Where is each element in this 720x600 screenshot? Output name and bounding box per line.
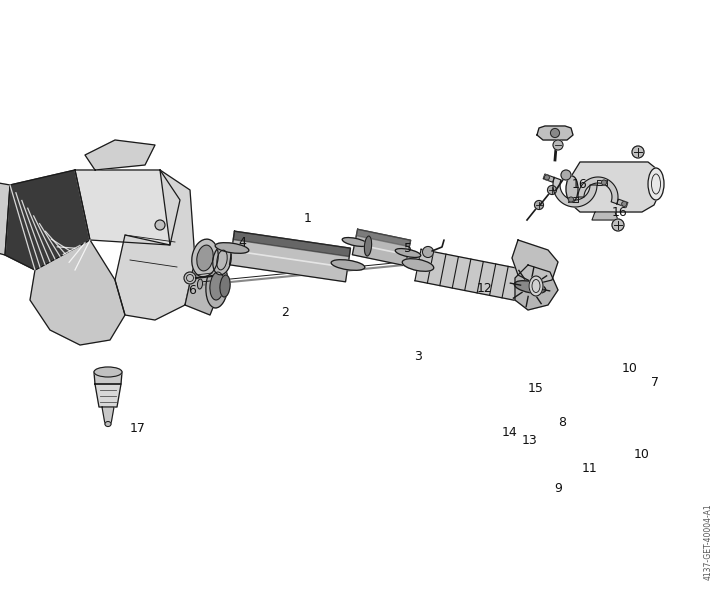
Ellipse shape xyxy=(197,279,202,289)
Circle shape xyxy=(632,146,644,158)
Polygon shape xyxy=(30,240,125,345)
Ellipse shape xyxy=(105,421,111,427)
Circle shape xyxy=(155,220,165,230)
Polygon shape xyxy=(415,250,533,302)
Ellipse shape xyxy=(364,236,372,256)
Text: 7: 7 xyxy=(651,376,659,389)
Text: 12: 12 xyxy=(477,281,493,295)
Polygon shape xyxy=(185,260,220,315)
Polygon shape xyxy=(617,199,628,207)
Circle shape xyxy=(184,272,196,284)
Text: 1: 1 xyxy=(304,211,312,224)
Polygon shape xyxy=(0,182,10,255)
Ellipse shape xyxy=(197,245,213,271)
Text: 11: 11 xyxy=(582,461,598,475)
Polygon shape xyxy=(352,229,410,266)
Polygon shape xyxy=(597,180,607,185)
Circle shape xyxy=(534,200,544,209)
Text: 16: 16 xyxy=(612,205,628,218)
Polygon shape xyxy=(537,126,573,140)
Circle shape xyxy=(561,170,571,180)
Ellipse shape xyxy=(192,239,218,277)
Ellipse shape xyxy=(210,272,224,300)
Polygon shape xyxy=(102,407,114,424)
Text: 4137-GET-40004-A1: 4137-GET-40004-A1 xyxy=(704,503,713,580)
Text: 14: 14 xyxy=(502,425,518,439)
Polygon shape xyxy=(95,384,121,407)
Ellipse shape xyxy=(94,367,122,377)
Text: 10: 10 xyxy=(634,449,650,461)
Text: 5: 5 xyxy=(404,241,412,254)
Ellipse shape xyxy=(566,176,578,202)
Text: 8: 8 xyxy=(558,415,566,428)
Ellipse shape xyxy=(648,168,664,200)
Polygon shape xyxy=(5,170,90,270)
Circle shape xyxy=(551,128,559,137)
Circle shape xyxy=(547,185,557,194)
Circle shape xyxy=(622,202,626,206)
Polygon shape xyxy=(592,212,618,220)
Polygon shape xyxy=(568,197,578,202)
Text: 6: 6 xyxy=(188,283,196,296)
Circle shape xyxy=(601,180,606,185)
Polygon shape xyxy=(230,231,351,282)
Text: 16: 16 xyxy=(572,179,588,191)
Circle shape xyxy=(544,175,549,180)
Ellipse shape xyxy=(220,275,230,297)
Circle shape xyxy=(612,219,624,231)
Polygon shape xyxy=(75,170,180,245)
Ellipse shape xyxy=(331,260,365,271)
Polygon shape xyxy=(85,140,155,170)
Polygon shape xyxy=(115,170,195,320)
Text: 15: 15 xyxy=(528,382,544,395)
Text: 13: 13 xyxy=(522,433,538,446)
Polygon shape xyxy=(356,229,410,247)
Polygon shape xyxy=(512,240,558,284)
Text: 2: 2 xyxy=(281,305,289,319)
Ellipse shape xyxy=(215,242,249,253)
Polygon shape xyxy=(233,231,351,257)
Circle shape xyxy=(423,247,433,257)
Polygon shape xyxy=(543,174,554,182)
Ellipse shape xyxy=(206,264,228,308)
Polygon shape xyxy=(94,372,122,384)
Polygon shape xyxy=(553,178,597,207)
Ellipse shape xyxy=(514,281,546,293)
Polygon shape xyxy=(572,162,660,212)
Ellipse shape xyxy=(395,248,420,257)
Ellipse shape xyxy=(402,259,433,271)
Text: 3: 3 xyxy=(414,349,422,362)
Ellipse shape xyxy=(529,276,543,296)
Text: 17: 17 xyxy=(130,421,146,434)
Polygon shape xyxy=(515,265,558,310)
Polygon shape xyxy=(578,177,618,204)
Text: 9: 9 xyxy=(554,481,562,494)
Text: 10: 10 xyxy=(622,361,638,374)
Ellipse shape xyxy=(342,238,368,247)
Ellipse shape xyxy=(213,245,231,275)
Circle shape xyxy=(569,197,574,202)
Text: 4: 4 xyxy=(238,235,246,248)
Circle shape xyxy=(553,140,563,150)
